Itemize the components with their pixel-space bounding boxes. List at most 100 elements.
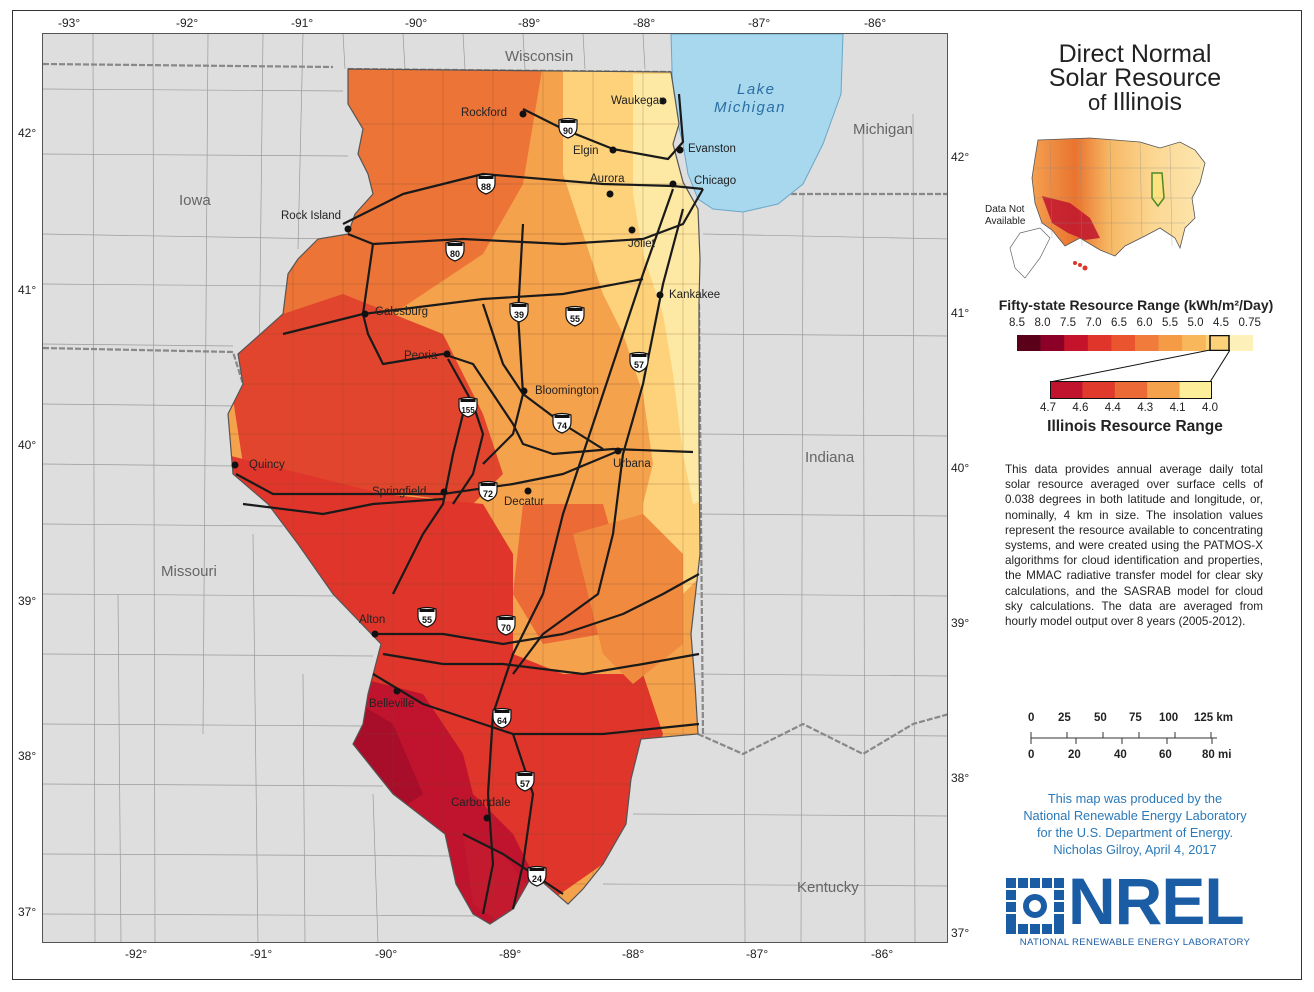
scale-km-75: 75: [1129, 712, 1142, 724]
fifty-state-swatch: [1111, 335, 1136, 351]
right-tick: 42°: [951, 150, 970, 164]
top-tick: -89°: [518, 16, 541, 30]
state-label-kentucky: Kentucky: [797, 879, 859, 896]
city-bloomington: Bloomington: [535, 385, 599, 397]
city-joliet: Joliet: [628, 238, 655, 250]
title-line3-state: Illinois: [1112, 88, 1182, 116]
city-evanston: Evanston: [688, 143, 736, 155]
fifty-state-legend-title: Fifty-state Resource Range (kWh/m²/Day): [998, 297, 1274, 313]
top-tick: -88°: [633, 16, 656, 30]
fifty-state-legend-label: 0.75: [1238, 317, 1261, 329]
bottom-tick: -90°: [375, 947, 398, 961]
city-decatur: Decatur: [504, 496, 545, 508]
us-inset-map: [1009, 137, 1206, 279]
state-label-missouri: Missouri: [161, 563, 217, 580]
lake-label-line1: Lake: [737, 81, 776, 98]
fifty-state-legend-label: 8.5: [1009, 317, 1025, 329]
state-label-michigan: Michigan: [853, 121, 914, 138]
credit-line2: National Renewable Energy Laboratory: [1023, 808, 1247, 823]
city-carbondale: Carbondale: [451, 797, 511, 809]
credit-line3: for the U.S. Department of Energy.: [1036, 825, 1234, 840]
right-tick: 40°: [951, 461, 970, 475]
credit-line4: Nicholas Gilroy, April 4, 2017: [1053, 842, 1217, 857]
top-tick: -90°: [405, 16, 428, 30]
city-chicago: Chicago: [694, 175, 737, 187]
inset-no-data-line1: Data Not: [985, 204, 1025, 215]
map-canvas: [43, 34, 947, 942]
bottom-tick: -91°: [250, 947, 273, 961]
fifty-state-swatch: [1158, 335, 1183, 351]
scale-mi-40: 40: [1114, 749, 1127, 761]
map-frame: [12, 10, 1302, 980]
illinois-border: [227, 68, 701, 925]
title-line2: Solar Resource: [1048, 64, 1222, 92]
scale-km-125: 125 km: [1194, 712, 1234, 724]
fifty-state-legend-label: 7.5: [1060, 317, 1076, 329]
city-aurora: Aurora: [590, 173, 625, 185]
city-quincy: Quincy: [249, 459, 285, 471]
city-belleville: Belleville: [369, 698, 415, 710]
city-elgin: Elgin: [573, 145, 599, 157]
title-line3: of Illinois: [990, 90, 1280, 115]
fifty-state-swatch: [1229, 335, 1253, 351]
scale-km-25: 25: [1058, 712, 1071, 724]
illinois-swatch: [1179, 381, 1212, 399]
fifty-state-legend-label: 7.0: [1085, 317, 1102, 329]
bottom-tick: -89°: [499, 947, 522, 961]
credit-block: This map was produced by the National Re…: [990, 790, 1280, 858]
scale-km-100: 100: [1159, 712, 1179, 724]
nrel-logo-subtitle: NATIONAL RENEWABLE ENERGY LABORATORY: [1019, 937, 1251, 948]
illinois-map[interactable]: Wisconsin Iowa Missouri Indiana Michigan…: [42, 33, 948, 943]
left-tick: 38°: [18, 749, 37, 763]
state-label-wisconsin: Wisconsin: [505, 48, 574, 65]
city-peoria: Peoria: [404, 350, 438, 362]
fifty-state-swatch: [1017, 335, 1041, 351]
fifty-state-legend-label: 5.5: [1162, 317, 1178, 329]
lake-michigan: [670, 34, 844, 213]
conus-shape: [1031, 137, 1206, 257]
map-title: Direct Normal Solar Resource of Illinois: [990, 42, 1280, 115]
city-rock-island: Rock Island: [281, 210, 342, 222]
top-tick: -93°: [58, 16, 81, 30]
title-line3-prefix: of: [1088, 90, 1107, 115]
top-tick: -87°: [748, 16, 771, 30]
city-rockford: Rockford: [461, 107, 508, 119]
legend-zoom-lines: [1049, 349, 1230, 383]
illinois-legend-title: Illinois Resource Range: [1047, 418, 1223, 435]
illinois-swatch: [1147, 381, 1180, 399]
fifty-state-swatch: [1087, 335, 1112, 351]
illinois-legend-label: 4.4: [1104, 402, 1121, 414]
bottom-tick: -88°: [622, 947, 645, 961]
state-label-indiana: Indiana: [805, 449, 855, 466]
right-tick: 37°: [951, 926, 970, 940]
scale-mi-60: 60: [1159, 749, 1172, 761]
fifty-state-swatch: [1135, 335, 1159, 351]
scale-bar: [1030, 732, 1217, 744]
fifty-state-legend-label: 6.5: [1111, 317, 1127, 329]
title-line1: Direct Normal: [1058, 40, 1212, 68]
illinois-legend-label: 4.1: [1169, 402, 1186, 414]
alaska-shape: [1009, 227, 1051, 279]
city-springfield: Springfield: [372, 486, 427, 498]
illinois-legend-label: 4.6: [1072, 402, 1089, 414]
scale-mi-0: 0: [1028, 749, 1035, 761]
inset-no-data-line2: Available: [985, 216, 1026, 227]
illinois-legend-label: 4.3: [1137, 402, 1154, 414]
scale-km-0: 0: [1028, 712, 1035, 724]
nrel-logo-text: NREL: [1068, 864, 1245, 938]
fifty-state-swatch: [1205, 335, 1230, 351]
illinois-legend-label: 4.7: [1040, 402, 1056, 414]
illinois-legend-label: 4.0: [1202, 402, 1218, 414]
city-alton: Alton: [359, 614, 386, 626]
illinois-swatch: [1082, 381, 1116, 399]
right-tick: 38°: [951, 771, 970, 785]
city-galesburg: Galesburg: [375, 306, 429, 318]
fifty-state-color-bar: [1017, 335, 1253, 351]
top-tick: -86°: [864, 16, 887, 30]
fifty-state-swatch: [1064, 335, 1089, 351]
illinois-swatch: [1050, 381, 1083, 399]
illinois-highlight: [1151, 172, 1165, 208]
scale-mi-80: 80 mi: [1202, 749, 1232, 761]
southwest-high-resource: [1042, 196, 1100, 240]
right-tick: 41°: [951, 306, 970, 320]
